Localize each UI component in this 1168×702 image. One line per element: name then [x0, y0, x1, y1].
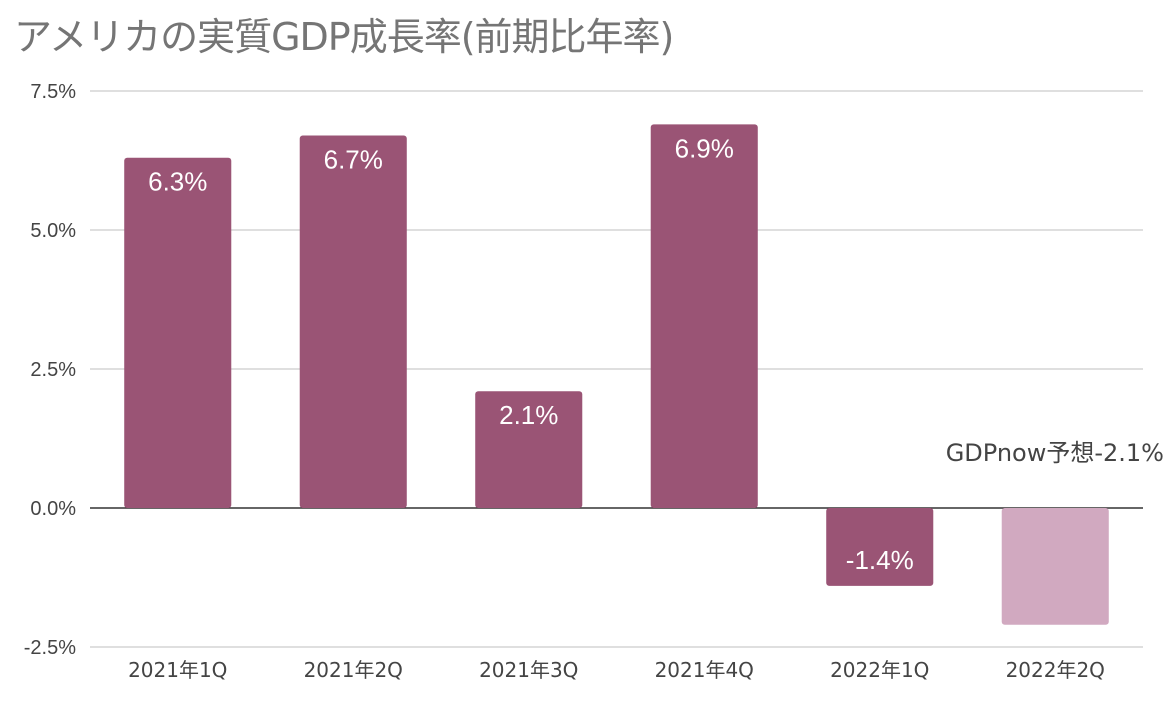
forecast-annotation: GDPnow予想-2.1%: [946, 439, 1164, 467]
x-tick-label: 2021年2Q: [304, 658, 403, 682]
data-label: 6.3%: [148, 167, 207, 197]
y-tick-label: 2.5%: [30, 359, 76, 381]
bars: [124, 124, 1109, 625]
x-tick-label: 2021年3Q: [479, 658, 578, 682]
chart-title: アメリカの実質GDP成長率(前期比年率): [14, 15, 674, 59]
x-tick-label: 2021年4Q: [655, 658, 754, 682]
y-tick-label: 7.5%: [30, 81, 76, 103]
labels: -2.5% 0.0% 2.5% 5.0% 7.5% 6.3% 2021年1Q 6.7% 2021…: [24, 81, 1164, 682]
bar: [299, 135, 407, 509]
y-tick-label: 0.0%: [30, 498, 76, 520]
x-tick-label: 2022年2Q: [1006, 658, 1105, 682]
x-tick-label: 2021年1Q: [128, 658, 227, 682]
bar: [650, 124, 758, 509]
data-label: -1.4%: [846, 545, 914, 575]
bar: [826, 508, 934, 586]
data-label: 6.9%: [675, 133, 734, 163]
bar: [475, 391, 583, 508]
bar: [124, 157, 232, 508]
data-label: 6.7%: [324, 144, 383, 174]
x-tick-label: 2022年1Q: [830, 658, 929, 682]
y-tick-label: -2.5%: [24, 637, 76, 659]
data-label: 2.1%: [499, 400, 558, 430]
y-tick-label: 5.0%: [30, 220, 76, 242]
bar: [1001, 508, 1109, 625]
grid-lines: [90, 90, 1143, 648]
